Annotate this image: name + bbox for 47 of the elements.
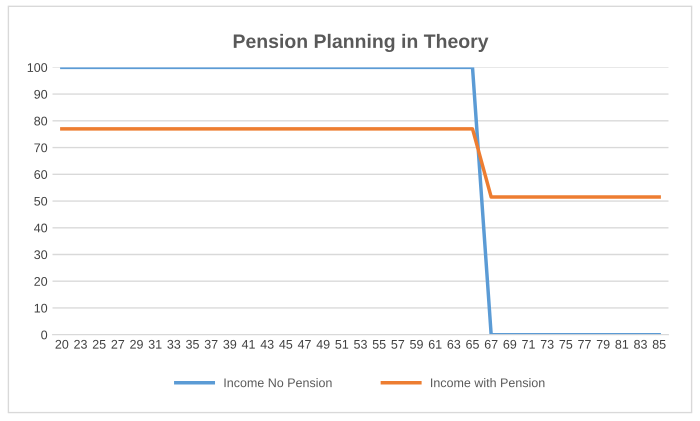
y-tick-label: 80 xyxy=(34,116,48,126)
x-tick-label: 73 xyxy=(540,340,554,349)
x-tick-label: 69 xyxy=(504,340,516,349)
x-tick-label: 43 xyxy=(260,340,274,349)
x-tick-label: 39 xyxy=(223,340,236,349)
x-tick-label: 63 xyxy=(448,340,460,349)
x-tick-label: 79 xyxy=(596,340,610,349)
x-tick-label: 57 xyxy=(391,340,404,349)
y-tick-label: 30 xyxy=(34,250,48,260)
x-tick-label: 23 xyxy=(74,340,87,349)
x-tick-label: 27 xyxy=(112,340,124,349)
x-tick-label: 25 xyxy=(92,340,106,349)
x-tick-label: 49 xyxy=(316,340,330,349)
y-tick-label: 70 xyxy=(34,143,48,152)
y-tick-label: 100 xyxy=(28,63,48,72)
x-tick-label: 83 xyxy=(634,340,647,349)
x-tick-label: 67 xyxy=(484,340,498,349)
x-tick-label: 77 xyxy=(578,340,591,349)
y-tick-label: 90 xyxy=(34,90,48,99)
x-tick-label: 37 xyxy=(204,340,218,349)
x-tick-label: 33 xyxy=(167,340,180,349)
x-tick-label: 53 xyxy=(354,340,367,349)
y-tick-label: 50 xyxy=(34,196,48,206)
x-tick-label: 29 xyxy=(130,340,143,349)
x-tick-label: 85 xyxy=(652,340,666,349)
x-tick-label: 47 xyxy=(298,340,311,349)
x-tick-label: 41 xyxy=(242,340,255,349)
y-tick-label: 10 xyxy=(34,304,48,313)
legend-label: Income with Pension xyxy=(431,378,544,388)
y-tick-label: 60 xyxy=(34,170,48,179)
x-tick-label: 81 xyxy=(615,340,628,349)
y-tick-label: 20 xyxy=(34,277,48,286)
x-tick-label: 51 xyxy=(335,340,348,349)
x-tick-label: 75 xyxy=(560,340,572,349)
chart-title: Pension Planning in Theory xyxy=(234,34,488,52)
x-tick-label: 31 xyxy=(148,340,162,349)
x-tick-label: 35 xyxy=(186,340,199,349)
x-tick-label: 65 xyxy=(466,340,479,349)
x-tick-label: 20 xyxy=(56,340,68,349)
y-tick-label: 40 xyxy=(34,224,48,232)
x-tick-label: 61 xyxy=(428,340,442,349)
y-tick-label: 0 xyxy=(41,330,48,340)
x-tick-label: 59 xyxy=(410,340,423,349)
x-tick-label: 71 xyxy=(522,340,535,349)
x-tick-label: 55 xyxy=(372,340,386,349)
legend-label: Income No Pension xyxy=(224,378,332,388)
x-tick-label: 45 xyxy=(279,340,292,349)
